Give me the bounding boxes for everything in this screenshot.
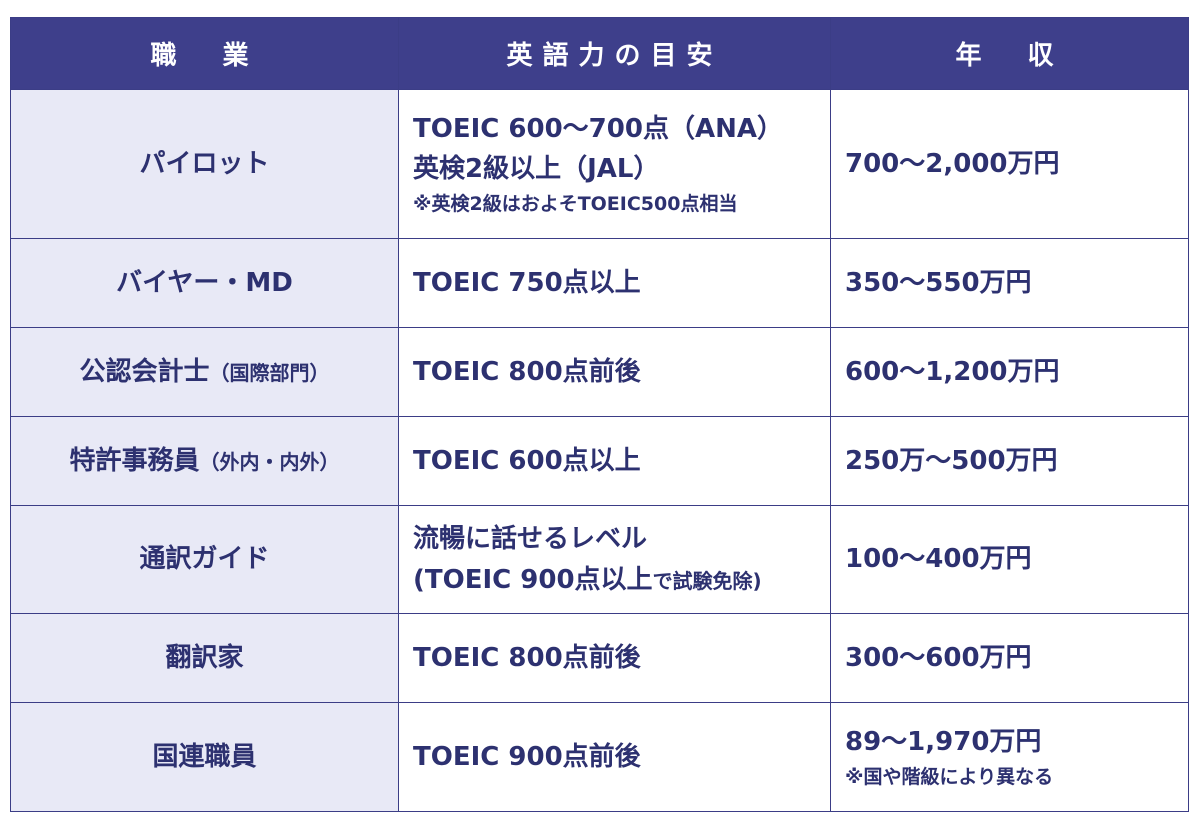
cell-note: ※英検2級はおよそTOEIC500点相当 [413,193,738,216]
cell-line: パイロット [25,144,384,184]
table-cell: 250万〜500万円 [830,416,1189,506]
cell-line: TOEIC 800点前後 [413,352,816,392]
cell-text: TOEIC 800点前後 [413,642,641,673]
table-cell: TOEIC 600〜700点（ANA） 英検2級以上（JAL） ※英検2級はおよそT… [398,89,831,239]
cell-line: 600〜1,200万円 [845,352,1174,392]
cell-line: 英検2級以上（JAL） [413,149,816,189]
cell-line: 翻訳家 [25,638,384,678]
cell-note: ※国や階級により異なる [845,765,1054,788]
table-cell: 300〜600万円 [830,613,1189,703]
table-body: パイロット TOEIC 600〜700点（ANA） 英検2級以上（JAL） ※英検2級… [10,89,1189,812]
cell-text: (TOEIC 900点以上 [413,564,653,595]
cell-text: 89〜1,970万円 [845,726,1042,757]
table-row: バイヤー・MD TOEIC 750点以上 350〜550万円 [10,238,1189,328]
cell-text: 350〜550万円 [845,267,1032,298]
table-cell: 国連職員 [10,702,399,812]
cell-line: 国連職員 [25,737,384,777]
cell-line: 特許事務員（外内・内外） [25,441,384,481]
table-row: 国連職員 TOEIC 900点前後 89〜1,970万円 ※国や階級により異なる [10,702,1189,812]
table-cell: バイヤー・MD [10,238,399,328]
cell-line: TOEIC 600点以上 [413,441,816,481]
cell-text: TOEIC 750点以上 [413,267,641,298]
cell-line: 250万〜500万円 [845,441,1174,481]
cell-text: パイロット [139,148,270,179]
cell-line: 300〜600万円 [845,638,1174,678]
table-cell: TOEIC 750点以上 [398,238,831,328]
table-cell: TOEIC 600点以上 [398,416,831,506]
cell-subtext: （外内・内外） [199,449,340,474]
table-cell: TOEIC 900点前後 [398,702,831,812]
cell-text: 600〜1,200万円 [845,356,1060,387]
cell-text: TOEIC 600点以上 [413,445,641,476]
table-cell: 89〜1,970万円 ※国や階級により異なる [830,702,1189,812]
cell-subtext: で試験免除) [652,568,762,593]
cell-text: 300〜600万円 [845,642,1032,673]
table-row: 通訳ガイド 流暢に話せるレベル (TOEIC 900点以上で試験免除) 100〜400… [10,505,1189,614]
header-row: 職 業英語力の目安年 収 [10,17,1189,90]
cell-line: TOEIC 600〜700点（ANA） [413,109,816,149]
table-cell: 特許事務員（外内・内外） [10,416,399,506]
cell-line: 700〜2,000万円 [845,144,1174,184]
table-cell: 流暢に話せるレベル (TOEIC 900点以上で試験免除) [398,505,831,614]
table-cell: 350〜550万円 [830,238,1189,328]
cell-text: 翻訳家 [165,642,244,673]
cell-line: TOEIC 900点前後 [413,737,816,777]
cell-line: バイヤー・MD [25,263,384,303]
table-cell: パイロット [10,89,399,239]
header-cell: 年 収 [830,17,1189,90]
header-cell: 職 業 [10,17,399,90]
cell-text: 特許事務員 [69,445,200,476]
cell-line: TOEIC 750点以上 [413,263,816,303]
cell-text: 100〜400万円 [845,544,1032,575]
cell-line: 350〜550万円 [845,263,1174,303]
table-cell: 600〜1,200万円 [830,327,1189,417]
cell-text: TOEIC 900点前後 [413,741,641,772]
cell-text: 流暢に話せるレベル [413,524,648,555]
cell-text: 250万〜500万円 [845,445,1058,476]
cell-text: 英検2級以上（JAL） [413,153,660,184]
cell-line: (TOEIC 900点以上で試験免除) [413,560,816,600]
cell-line: 流暢に話せるレベル [413,519,816,559]
cell-text: TOEIC 600〜700点（ANA） [413,113,783,144]
table-cell: 公認会計士（国際部門） [10,327,399,417]
table-cell: 100〜400万円 [830,505,1189,614]
cell-text: TOEIC 800点前後 [413,356,641,387]
cell-text: 国連職員 [152,741,257,772]
cell-line: 通訳ガイド [25,539,384,579]
cell-text: 公認会計士 [79,356,210,387]
cell-line: 89〜1,970万円 [845,722,1174,762]
cell-subtext: （国際部門） [209,360,330,385]
cell-line: 公認会計士（国際部門） [25,352,384,392]
table-cell: 翻訳家 [10,613,399,703]
cell-text: バイヤー・MD [116,267,293,298]
table-container: 職 業英語力の目安年 収 パイロット TOEIC 600〜700点（ANA） 英検2… [10,17,1189,812]
cell-line: 100〜400万円 [845,539,1174,579]
table-row: 公認会計士（国際部門） TOEIC 800点前後 600〜1,200万円 [10,327,1189,417]
header-cell: 英語力の目安 [398,17,831,90]
job-table: 職 業英語力の目安年 収 パイロット TOEIC 600〜700点（ANA） 英検2… [10,17,1189,812]
table-cell: TOEIC 800点前後 [398,327,831,417]
cell-text: 700〜2,000万円 [845,148,1060,179]
table-cell: 700〜2,000万円 [830,89,1189,239]
table-cell: 通訳ガイド [10,505,399,614]
table-row: 翻訳家 TOEIC 800点前後 300〜600万円 [10,613,1189,703]
cell-text: 通訳ガイド [139,544,270,575]
table-cell: TOEIC 800点前後 [398,613,831,703]
table-row: パイロット TOEIC 600〜700点（ANA） 英検2級以上（JAL） ※英検2級… [10,89,1189,239]
table-row: 特許事務員（外内・内外） TOEIC 600点以上 250万〜500万円 [10,416,1189,506]
cell-line: TOEIC 800点前後 [413,638,816,678]
